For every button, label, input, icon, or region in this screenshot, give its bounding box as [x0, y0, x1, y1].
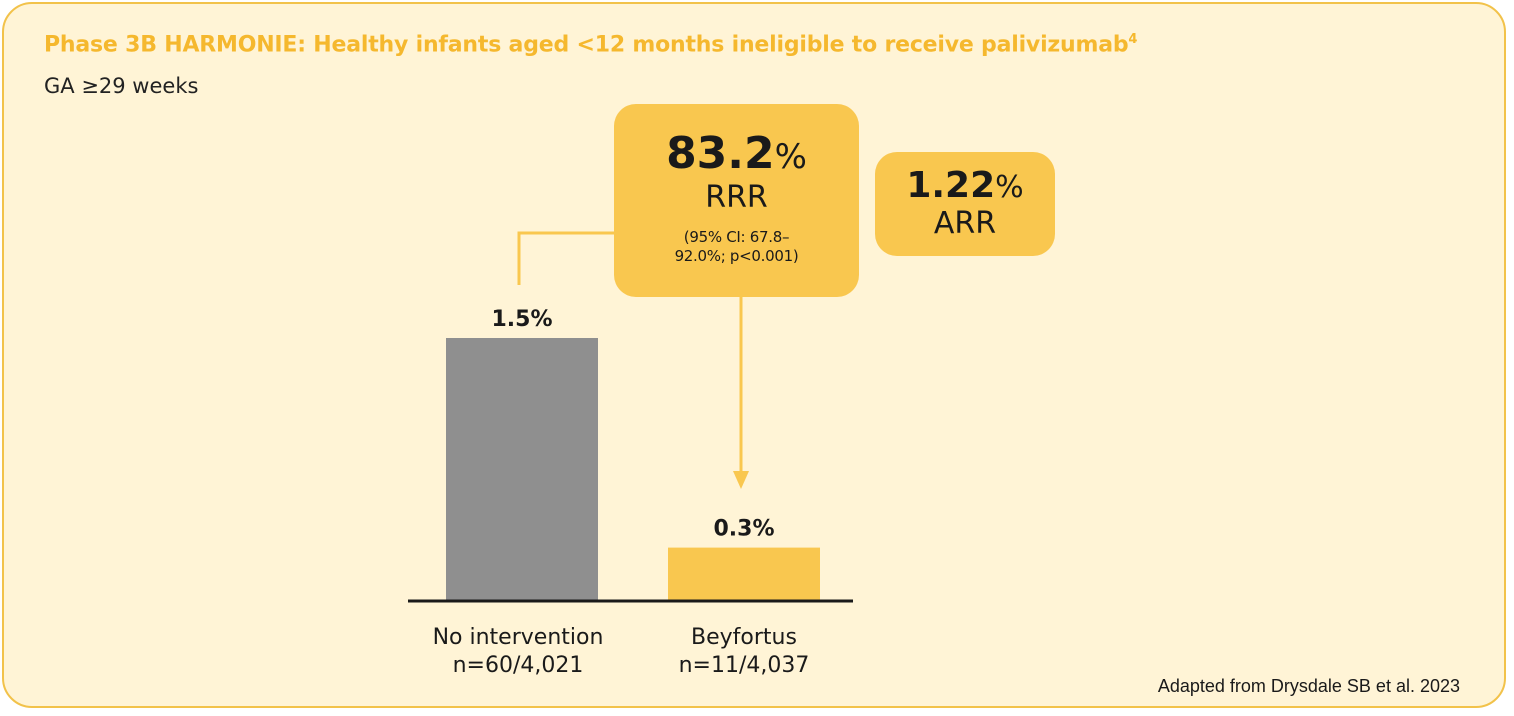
- chart-title: Phase 3B HARMONIE: Healthy infants aged …: [44, 32, 1137, 57]
- rrr-value: 83.2: [666, 128, 775, 179]
- rrr-ci-line2: 92.0%; p<0.001): [674, 246, 799, 265]
- title-text: Phase 3B HARMONIE: Healthy infants aged …: [44, 32, 1129, 58]
- rrr-label: RRR: [705, 180, 768, 215]
- bar-beyfortus: [668, 547, 820, 600]
- category-name: No intervention: [432, 625, 604, 650]
- category-label-no-intervention: No intervention n=60/4,021: [408, 624, 628, 679]
- title-reference: 4: [1128, 32, 1138, 47]
- arr-label: ARR: [933, 206, 997, 241]
- source-footnote: Adapted from Drysdale SB et al. 2023: [1157, 676, 1460, 696]
- rrr-value-line: 83.2%: [614, 132, 859, 178]
- rrr-callout: 83.2% RRR (95% CI: 67.8– 92.0%; p<0.001): [614, 104, 859, 297]
- data-label: 0.3%: [713, 517, 774, 542]
- arrow-head: [733, 471, 749, 489]
- category-name: Beyfortus: [691, 625, 797, 650]
- arr-value: 1.22: [906, 165, 996, 206]
- rrr-ci-line1: (95% CI: 67.8–: [683, 228, 790, 246]
- arr-callout: 1.22% ARR: [875, 152, 1055, 256]
- bar-no-intervention: [446, 338, 598, 600]
- arr-unit: %: [995, 170, 1024, 205]
- category-label-beyfortus: Beyfortus n=11/4,037: [634, 624, 854, 679]
- chart-subtitle: GA ≥29 weeks: [44, 74, 199, 98]
- category-n: n=11/4,037: [678, 652, 810, 678]
- arr-value-line: 1.22%: [875, 165, 1055, 206]
- category-n: n=60/4,021: [452, 652, 584, 678]
- connector-line: [517, 231, 614, 285]
- rrr-unit: %: [774, 137, 807, 177]
- data-label: 1.5%: [491, 307, 552, 332]
- rrr-ci: (95% CI: 67.8– 92.0%; p<0.001): [614, 228, 859, 266]
